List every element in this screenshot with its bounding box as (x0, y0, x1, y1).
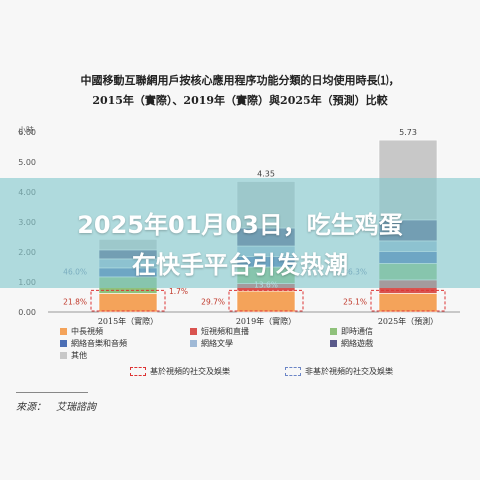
legend-label: 網絡音樂和音頻 (71, 339, 127, 348)
legend-swatch-icon (60, 328, 67, 335)
bar-segment (378, 293, 438, 313)
headline-overlay (0, 178, 480, 288)
legend-nonvideo-label: 非基於視頻的社交及娛樂 (305, 367, 393, 376)
video-dashed-box (228, 289, 304, 312)
x-category-label: 2025年（預測） (378, 316, 438, 326)
y-tick-label: 0.00 (18, 308, 36, 317)
legend-item: 即時通信 (330, 326, 373, 337)
bar-total-label: 5.73 (399, 128, 417, 137)
blue-dashed-box-icon (285, 367, 301, 376)
bar-total-label: 4.35 (257, 170, 275, 179)
legend-item: 網絡遊戲 (330, 338, 373, 349)
legend-swatch-icon (190, 328, 197, 335)
legend-video-label: 基於視頻的社交及娛樂 (150, 367, 230, 376)
legend-item: 短視頻和直播 (190, 326, 249, 337)
legend-item: 網絡音樂和音頻 (60, 338, 127, 349)
left-percent-label: 29.7% (201, 298, 225, 307)
legend-video-box: 基於視頻的社交及娛樂 (130, 366, 230, 377)
chart-title-line1: 中國移動互聯網用戶按核心應用程序功能分類的日均使用時長⑴， (80, 74, 400, 87)
y-tick-label: 6.00 (18, 128, 36, 137)
legend-label: 網絡文學 (201, 339, 233, 348)
legend-label: 其他 (71, 351, 87, 360)
legend-label: 網絡遊戲 (341, 339, 373, 348)
headline-line1: 2025年01月03日，吃生鸡蛋 (77, 211, 403, 239)
legend-item: 中長視頻 (60, 326, 103, 337)
legend-label: 短視頻和直播 (201, 327, 249, 336)
legend-swatch-icon (190, 340, 197, 347)
legend-swatch-icon (330, 328, 337, 335)
legend-label: 中長視頻 (71, 327, 103, 336)
legend-label: 即時通信 (341, 327, 373, 336)
video-dashed-box (370, 289, 446, 312)
red-dashed-box-icon (130, 367, 146, 376)
video-dashed-box (90, 289, 166, 312)
bar-segment (236, 290, 296, 313)
left-percent-label: 25.1% (343, 298, 367, 307)
bar-segment (98, 293, 158, 313)
legend-swatch-icon (60, 352, 67, 359)
left-percent-label: 21.8% (63, 298, 87, 307)
legend-swatch-icon (330, 340, 337, 347)
legend-item: 其他 (60, 350, 87, 361)
legend-nonvideo-box: 非基於視頻的社交及娛樂 (285, 366, 393, 377)
y-tick-label: 5.00 (18, 158, 36, 167)
source-note: 來源： 艾瑞諮詢 (16, 402, 96, 413)
legend-item: 網絡文學 (190, 338, 233, 349)
x-category-label: 2019年（實際） (236, 316, 296, 326)
right-percent-label: 1.7% (169, 287, 188, 296)
x-category-label: 2015年（實際） (98, 316, 158, 326)
headline-line2: 在快手平台引发热潮 (132, 251, 348, 279)
chart-title-line2: 2015年（實際）、2019年（實際）與2025年（預測）比較 (92, 94, 388, 107)
source-divider (16, 392, 88, 393)
legend-swatch-icon (60, 340, 67, 347)
y-axis-unit: 小時 (18, 126, 34, 135)
